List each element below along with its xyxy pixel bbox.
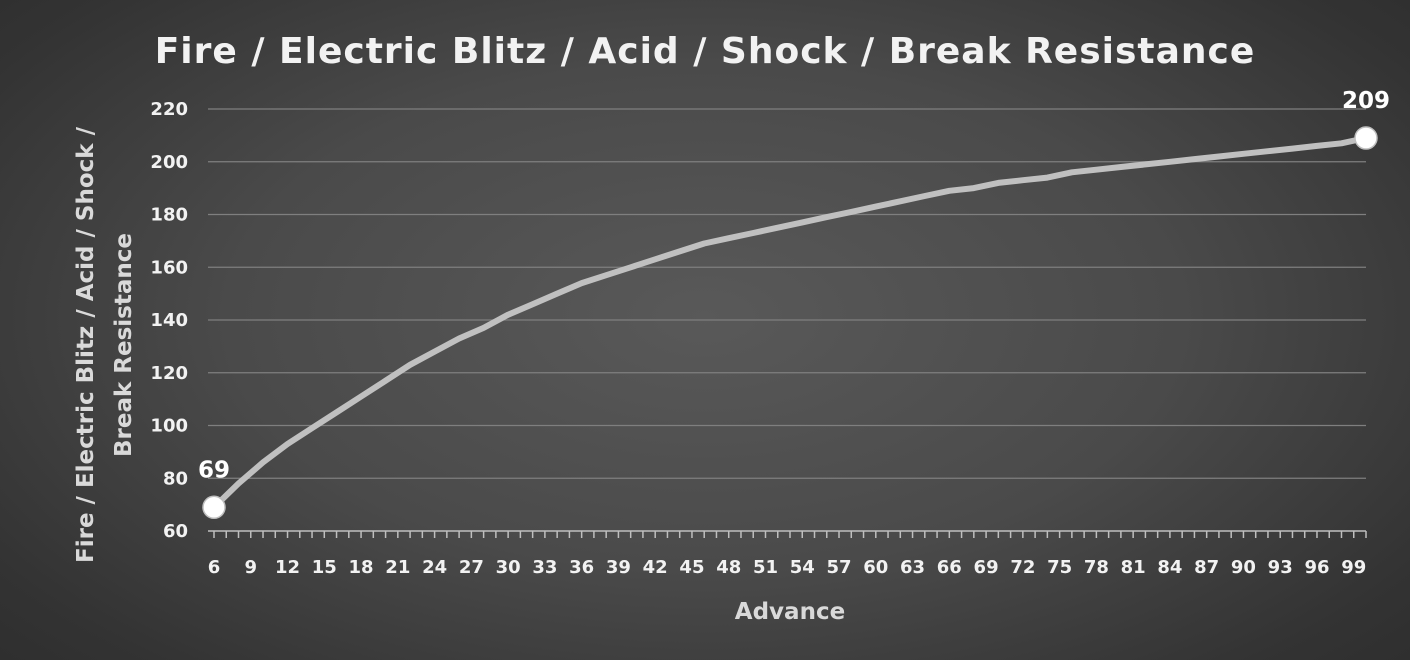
x-tick-label-69: 69 [974,557,999,578]
data-point-marker-1 [1354,126,1378,150]
y-tick-label-120: 120 [150,363,188,384]
x-tick-label-45: 45 [679,557,704,578]
x-tick-label-33: 33 [532,557,557,578]
data-label-1: 209 [1342,88,1390,114]
x-tick-labels: 6 9 12 15 18 21 24 27 30 33 36 39 42 45 48 51 54 57 60 63 66… [208,557,1367,578]
x-tick-label-36: 36 [569,557,594,578]
x-tick-label-87: 87 [1194,557,1219,578]
x-tick-label-30: 30 [496,557,521,578]
y-tick-label-200: 200 [150,152,188,173]
x-tick-label-78: 78 [1084,557,1109,578]
y-tick-label-80: 80 [163,468,188,489]
x-tick-label-51: 51 [753,557,778,578]
x-tick-label-42: 42 [643,557,668,578]
x-tick-label-72: 72 [1010,557,1035,578]
x-tick-label-27: 27 [459,557,484,578]
chart-title: Fire / Electric Blitz / Acid / Shock / B… [155,31,1256,72]
y-tick-label-180: 180 [150,205,188,226]
x-tick-label-99: 99 [1341,557,1366,578]
x-tick-label-84: 84 [1157,557,1182,578]
x-tick-label-6: 6 [208,557,221,578]
x-tick-label-48: 48 [716,557,741,578]
y-tick-labels: 60 80 100 120 140 160 180 200 220 [150,99,188,542]
y-tick-label-140: 140 [150,310,188,331]
data-label-0: 69 [198,457,230,483]
y-tick-label-100: 100 [150,416,188,437]
x-tick-label-96: 96 [1304,557,1329,578]
x-tick-label-66: 66 [937,557,962,578]
y-axis-title-line-1: Fire / Electric Blitz / Acid / Shock / [73,126,99,563]
data-point-marker-0 [202,495,226,520]
x-tick-label-39: 39 [606,557,631,578]
y-tick-label-60: 60 [163,521,188,542]
x-axis-title: Advance [735,599,845,625]
x-tick-label-15: 15 [312,557,337,578]
series-group [211,135,1369,511]
y-tick-label-220: 220 [150,99,188,120]
data-labels: 69 209 [198,88,1390,520]
x-tick-label-63: 63 [900,557,925,578]
x-tick-label-60: 60 [863,557,888,578]
x-tick-label-93: 93 [1268,557,1293,578]
x-tick-label-57: 57 [826,557,851,578]
axes [208,530,1367,538]
y-axis-title: Fire / Electric Blitz / Acid / Shock / B… [73,126,137,563]
x-tick-label-18: 18 [349,557,374,578]
x-tick-label-81: 81 [1121,557,1146,578]
y-axis-title-line-2: Break Resistance [111,233,137,457]
x-tick-label-24: 24 [422,557,447,578]
x-tick-label-90: 90 [1231,557,1256,578]
y-tick-label-160: 160 [150,257,188,278]
x-tick-label-21: 21 [385,557,410,578]
x-tick-label-9: 9 [245,557,258,578]
series-line-0 [211,135,1369,511]
x-tick-label-54: 54 [790,557,815,578]
grid-lines [208,108,1366,479]
x-tick-label-12: 12 [275,557,300,578]
x-tick-label-75: 75 [1047,557,1072,578]
